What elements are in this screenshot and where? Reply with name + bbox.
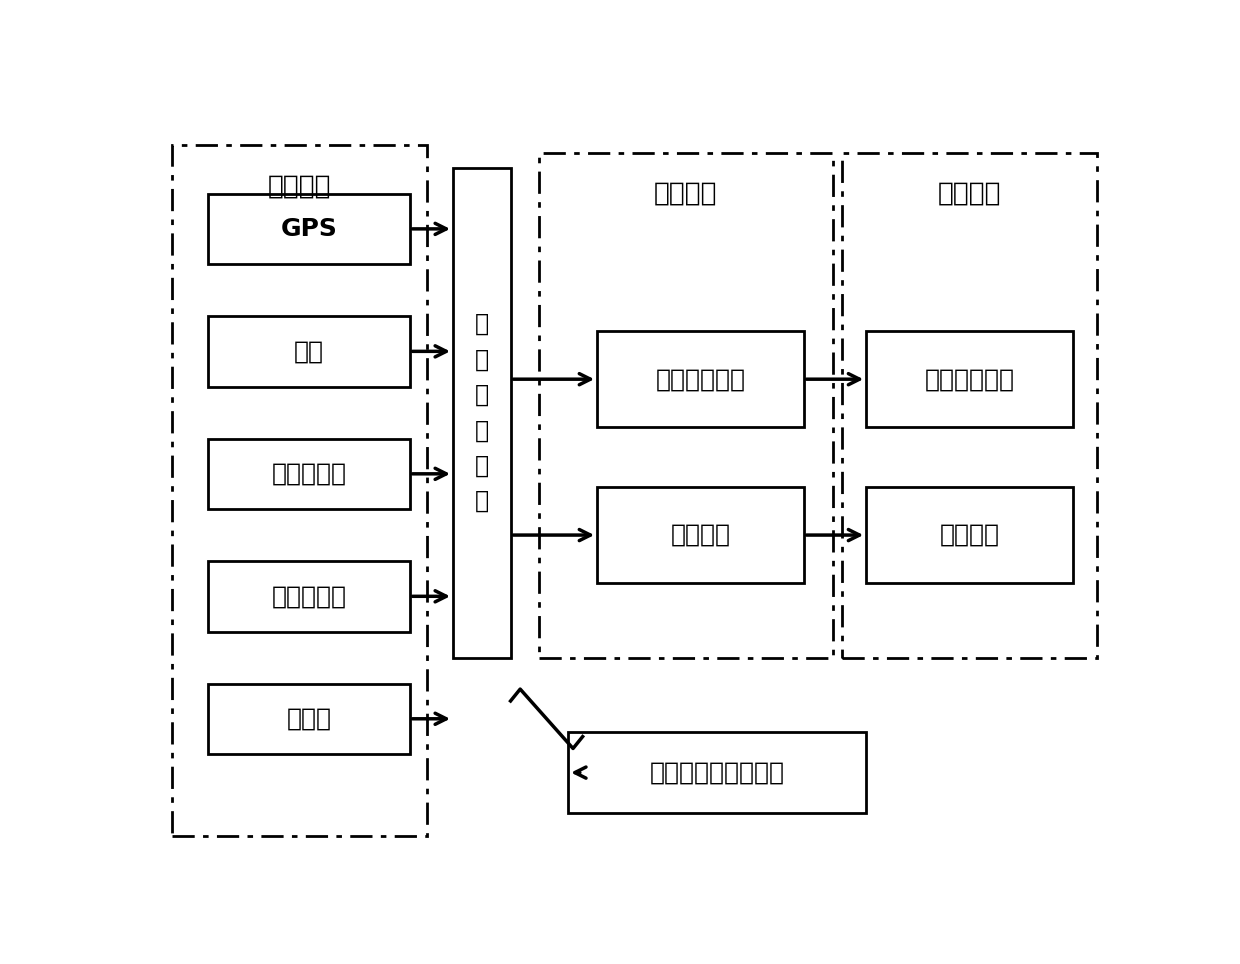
Bar [208, 683, 409, 754]
Text: 自
动
控
制
系
统: 自 动 控 制 系 统 [475, 312, 489, 513]
Text: 风向风速仪: 风向风速仪 [272, 462, 346, 486]
Bar [596, 487, 804, 583]
Bar [208, 194, 409, 264]
Text: 雷达: 雷达 [294, 339, 324, 363]
Text: 执行系统: 执行系统 [655, 181, 718, 207]
Bar [568, 732, 867, 814]
Text: GPS: GPS [280, 217, 337, 241]
Text: 靠泊系统: 靠泊系统 [671, 523, 730, 547]
Bar [866, 487, 1073, 583]
Text: 船舶动力系统: 船舶动力系统 [656, 367, 745, 391]
Bar [208, 561, 409, 631]
Bar [596, 331, 804, 427]
Bar [453, 168, 511, 657]
Bar [539, 152, 832, 657]
Text: 测量系统: 测量系统 [268, 174, 331, 200]
Text: 监测与远程控制系统: 监测与远程控制系统 [650, 761, 785, 785]
Bar [172, 146, 427, 836]
Text: 靠泊装置: 靠泊装置 [940, 523, 999, 547]
Bar [208, 439, 409, 509]
Bar [208, 316, 409, 387]
Text: 船舶动力装置: 船舶动力装置 [925, 367, 1014, 391]
Text: 测距传感器: 测距传感器 [272, 584, 346, 608]
Text: 执行装置: 执行装置 [937, 181, 1001, 207]
Text: 摄像机: 摄像机 [286, 707, 331, 731]
Bar [866, 331, 1073, 427]
Bar [842, 152, 1096, 657]
